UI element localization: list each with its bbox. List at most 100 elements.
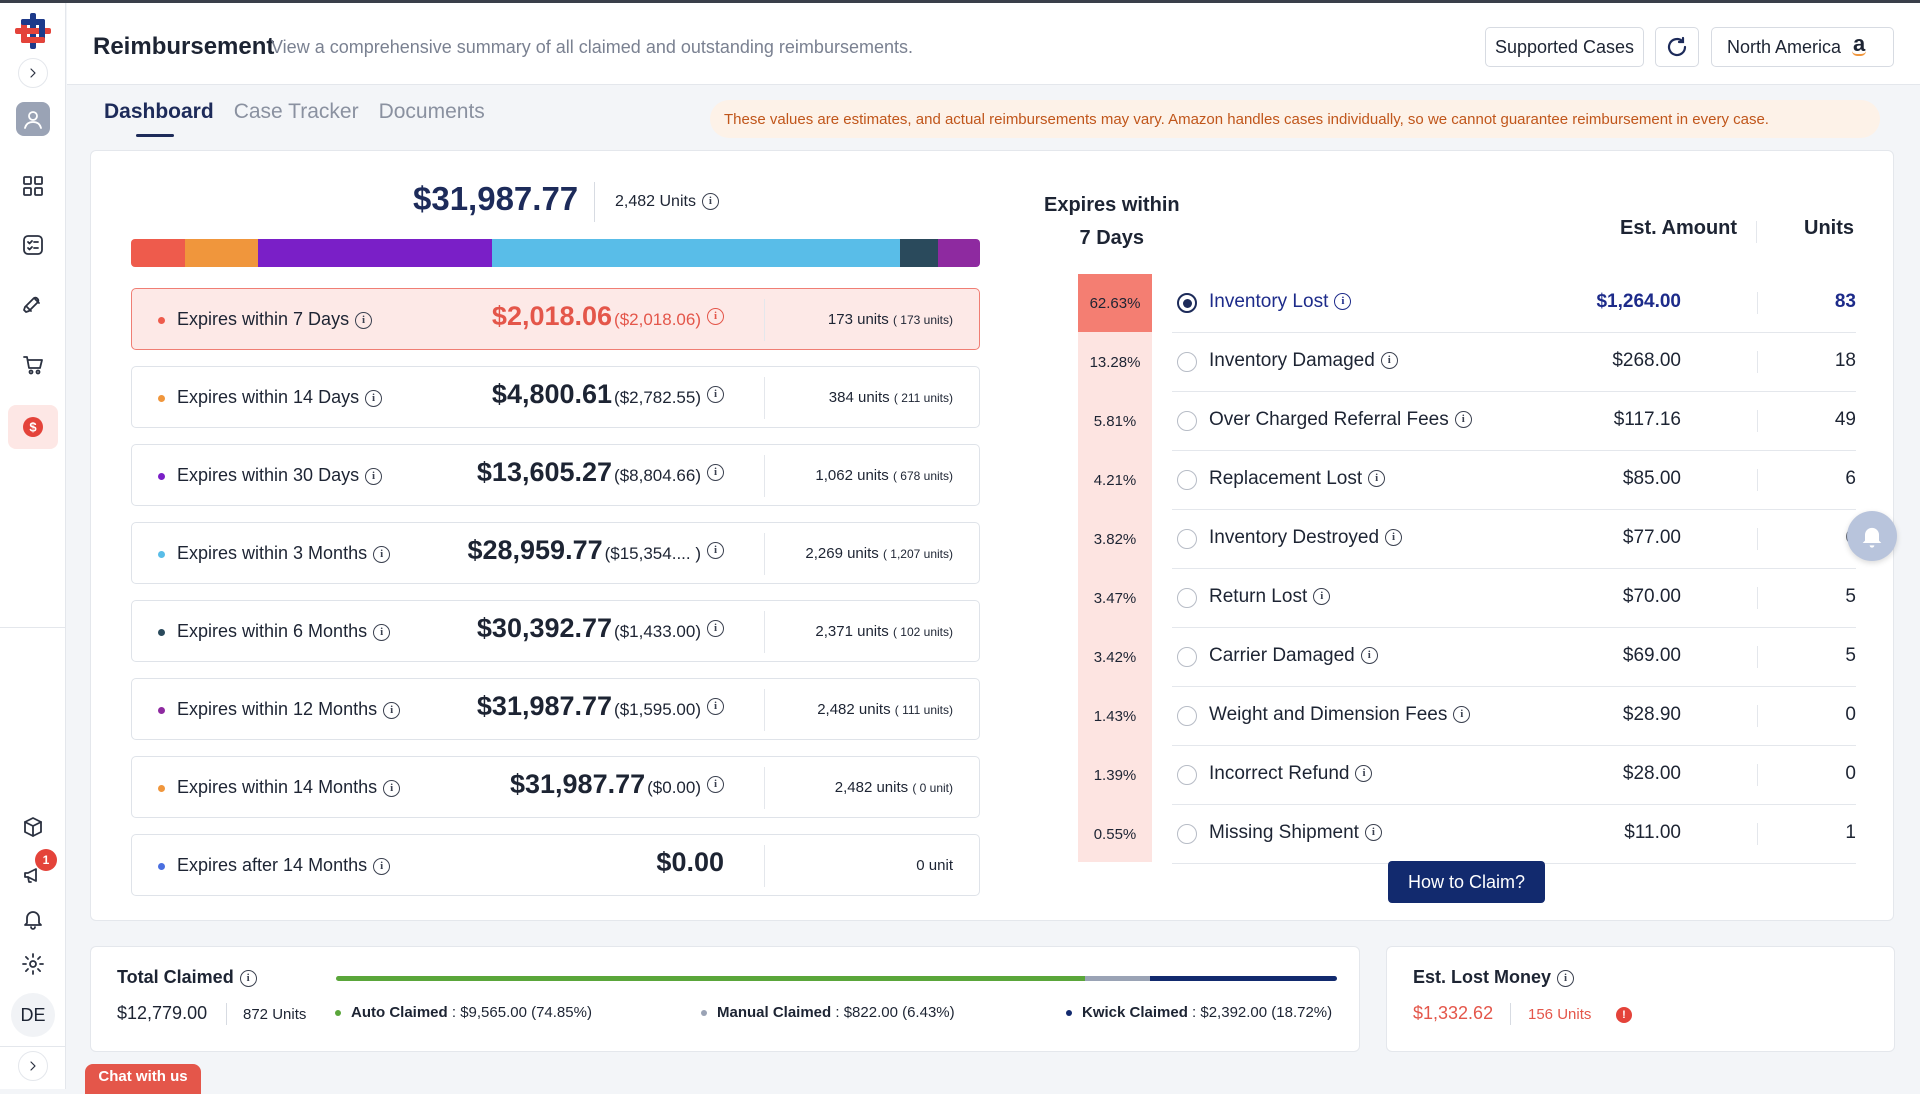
row-radio[interactable] xyxy=(1177,706,1197,726)
floating-bell-button[interactable] xyxy=(1847,511,1897,561)
info-icon[interactable]: i xyxy=(1334,293,1352,311)
how-to-claim-button[interactable]: How to Claim? xyxy=(1388,861,1545,903)
row-radio[interactable] xyxy=(1177,411,1197,431)
bar-segment xyxy=(131,239,185,267)
info-icon[interactable]: i xyxy=(1380,352,1398,370)
expiry-row[interactable]: Expires within 14 Days i $4,800.61 ($2,782.… xyxy=(131,366,980,428)
tab-documents[interactable]: Documents xyxy=(378,100,485,123)
refresh-button[interactable] xyxy=(1655,27,1699,67)
expiry-units: 1,062 units ( 678 units) xyxy=(815,467,953,484)
info-icon[interactable]: i xyxy=(239,969,257,987)
expiry-row[interactable]: Expires within 3 Months i $28,959.77 ($15,3… xyxy=(131,522,980,584)
region-selector[interactable]: North America a xyxy=(1711,27,1894,67)
info-icon[interactable]: i xyxy=(1557,969,1575,987)
info-icon[interactable]: i xyxy=(1368,470,1386,488)
user-icon[interactable] xyxy=(16,102,50,136)
category-amount: $69.00 xyxy=(1622,645,1681,666)
tab-dashboard[interactable]: Dashboard xyxy=(104,100,214,138)
row-radio[interactable] xyxy=(1177,647,1197,667)
info-icon[interactable]: i xyxy=(707,464,724,481)
info-icon[interactable]: i xyxy=(1360,647,1378,665)
supported-cases-button[interactable]: Supported Cases xyxy=(1485,27,1644,67)
task-list-icon[interactable] xyxy=(13,225,53,265)
breakdown-row[interactable]: Return Lost i $70.00 5 xyxy=(1172,569,1856,628)
dashboard-grid-icon[interactable] xyxy=(13,166,53,206)
gear-icon[interactable] xyxy=(13,944,53,984)
info-icon[interactable]: i xyxy=(1385,529,1403,547)
megaphone-icon[interactable]: 1 xyxy=(13,849,57,895)
bell-icon[interactable] xyxy=(13,899,53,939)
expiry-row[interactable]: Expires after 14 Months i $0.00 0 unit xyxy=(131,834,980,896)
divider xyxy=(1757,410,1758,432)
notification-badge: 1 xyxy=(35,849,57,871)
info-icon[interactable]: i xyxy=(707,542,724,559)
info-icon[interactable]: i xyxy=(383,779,401,797)
column-header-amount: Est. Amount xyxy=(1620,217,1738,239)
series-dot xyxy=(158,551,165,558)
breakdown-row[interactable]: Inventory Damaged i $268.00 18 xyxy=(1172,333,1856,392)
category-amount: $77.00 xyxy=(1622,527,1681,548)
info-icon[interactable]: i xyxy=(365,467,383,485)
row-radio[interactable] xyxy=(1177,824,1197,844)
expiry-label: Expires within 14 Days i xyxy=(177,387,383,408)
legend-auto-claimed: Auto Claimed : $9,565.00 (74.85%) xyxy=(335,1004,592,1021)
info-icon[interactable]: i xyxy=(383,701,401,719)
info-icon[interactable]: i xyxy=(355,311,373,329)
info-icon[interactable]: i xyxy=(1364,824,1382,842)
expiry-label: Expires within 12 Months i xyxy=(177,699,401,720)
row-radio[interactable] xyxy=(1177,588,1197,608)
breakdown-row[interactable]: Weight and Dimension Fees i $28.90 0 xyxy=(1172,687,1856,746)
claimed-amount: $12,779.00 xyxy=(117,1003,208,1023)
expiry-row[interactable]: Expires within 7 Days i $2,018.06 ($2,018.0… xyxy=(131,288,980,350)
breakdown-row[interactable]: Inventory Lost i $1,264.00 83 xyxy=(1172,274,1856,333)
amazon-logo-icon: a xyxy=(1852,31,1867,56)
info-icon[interactable]: i xyxy=(707,308,724,325)
info-icon[interactable]: i xyxy=(707,776,724,793)
chat-with-us-button[interactable]: Chat with us xyxy=(85,1064,201,1094)
alert-icon[interactable]: ! xyxy=(1616,1007,1632,1023)
tab-bar: Dashboard Case Tracker Documents xyxy=(104,100,485,140)
breakdown-row[interactable]: Replacement Lost i $85.00 6 xyxy=(1172,451,1856,510)
info-icon[interactable]: i xyxy=(1453,706,1471,724)
page-header: Reimbursement View a comprehensive summa… xyxy=(67,3,1920,85)
breakdown-row[interactable]: Carrier Damaged i $69.00 5 xyxy=(1172,628,1856,687)
info-icon[interactable]: i xyxy=(701,193,719,211)
box-icon[interactable] xyxy=(13,807,53,847)
collapse-chevron-icon[interactable] xyxy=(18,1051,48,1081)
user-avatar[interactable]: DE xyxy=(11,993,55,1037)
row-radio[interactable] xyxy=(1177,293,1197,313)
expiry-row[interactable]: Expires within 30 Days i $13,605.27 ($8,804… xyxy=(131,444,980,506)
expiry-row[interactable]: Expires within 6 Months i $30,392.77 ($1,43… xyxy=(131,600,980,662)
info-icon[interactable]: i xyxy=(373,857,391,875)
row-radio[interactable] xyxy=(1177,765,1197,785)
info-icon[interactable]: i xyxy=(1313,588,1331,606)
breakdown-row[interactable]: Incorrect Refund i $28.00 0 xyxy=(1172,746,1856,805)
expiry-row[interactable]: Expires within 14 Months i $31,987.77 ($0.0… xyxy=(131,756,980,818)
info-icon[interactable]: i xyxy=(707,698,724,715)
info-icon[interactable]: i xyxy=(1355,765,1373,783)
expiry-row[interactable]: Expires within 12 Months i $31,987.77 ($1,5… xyxy=(131,678,980,740)
breakdown-row[interactable]: Missing Shipment i $11.00 1 xyxy=(1172,805,1856,864)
info-icon[interactable]: i xyxy=(373,545,391,563)
category-label: Inventory Destroyed i xyxy=(1209,527,1403,549)
company-logo[interactable] xyxy=(13,11,53,51)
info-icon[interactable]: i xyxy=(373,623,391,641)
expand-chevron-icon[interactable] xyxy=(18,58,48,88)
row-radio[interactable] xyxy=(1177,352,1197,372)
tab-case-tracker[interactable]: Case Tracker xyxy=(233,100,359,123)
category-amount: $70.00 xyxy=(1622,586,1681,607)
category-label: Missing Shipment i xyxy=(1209,822,1382,844)
cart-icon[interactable] xyxy=(13,345,53,385)
breakdown-row[interactable]: Over Charged Referral Fees i $117.16 49 xyxy=(1172,392,1856,451)
divider xyxy=(1756,221,1757,243)
info-icon[interactable]: i xyxy=(707,386,724,403)
rocket-icon[interactable] xyxy=(13,285,53,325)
info-icon[interactable]: i xyxy=(1454,411,1472,429)
dollar-icon[interactable]: $ xyxy=(8,405,58,449)
expiry-label: Expires within 3 Months i xyxy=(177,543,391,564)
info-icon[interactable]: i xyxy=(707,620,724,637)
info-icon[interactable]: i xyxy=(365,389,383,407)
row-radio[interactable] xyxy=(1177,529,1197,549)
row-radio[interactable] xyxy=(1177,470,1197,490)
